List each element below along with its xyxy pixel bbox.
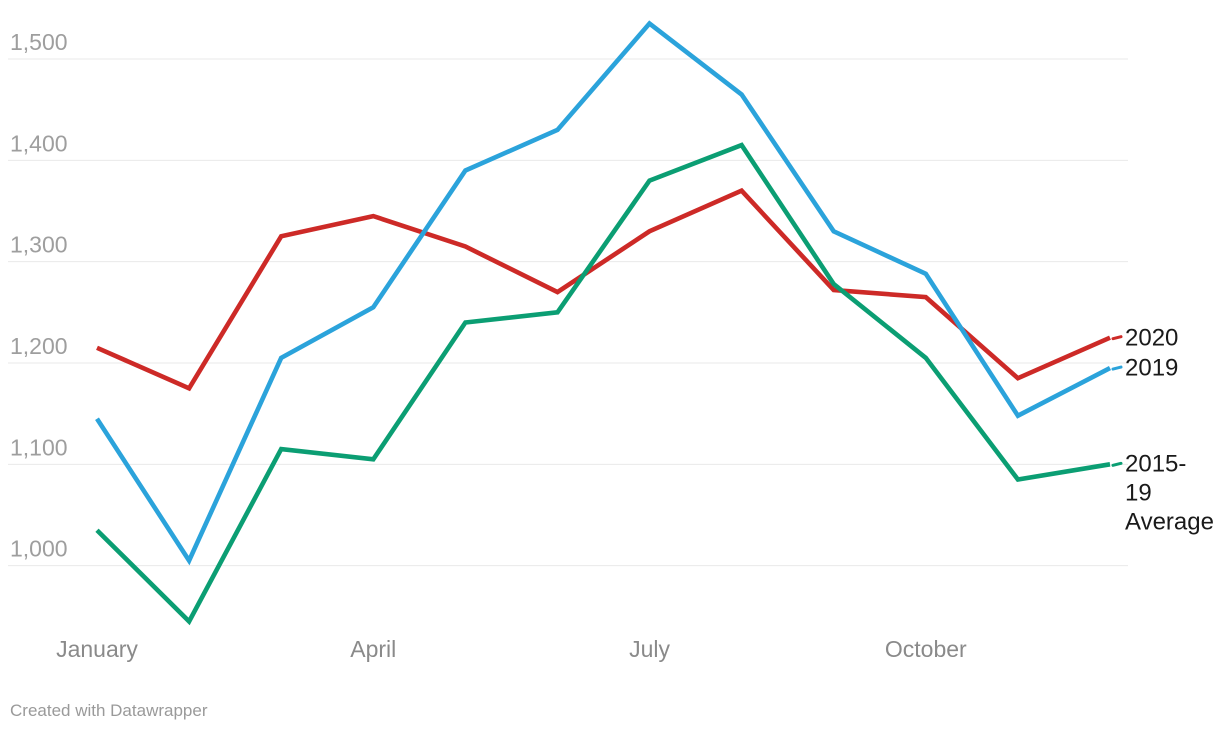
x-tick-label: October <box>885 636 967 662</box>
series-end-dash-2020 <box>1111 335 1123 341</box>
y-tick-label: 1,500 <box>10 29 68 55</box>
y-tick-label: 1,200 <box>10 333 68 359</box>
x-tick-label: July <box>629 636 670 662</box>
y-tick-label: 1,300 <box>10 232 68 258</box>
x-tick-label: April <box>350 636 396 662</box>
series-line-2019 <box>95 20 1112 566</box>
series-end-dash-2015-19-average <box>1111 461 1123 467</box>
datawrapper-credit-link[interactable]: Created with Datawrapper <box>10 701 208 720</box>
series-line-2015-19-average <box>95 142 1111 626</box>
series-label-2020: 2020 <box>1125 324 1179 352</box>
y-tick-label: 1,400 <box>10 130 68 156</box>
series-label-2015-19-average: 2015- 19 Average <box>1125 450 1214 536</box>
x-tick-label: January <box>56 636 138 662</box>
y-tick-label: 1,000 <box>10 536 68 562</box>
series-end-dash-2019 <box>1111 365 1123 371</box>
series-label-2019: 2019 <box>1125 354 1179 382</box>
series-line-2020 <box>96 187 1111 392</box>
y-tick-label: 1,100 <box>10 434 68 460</box>
